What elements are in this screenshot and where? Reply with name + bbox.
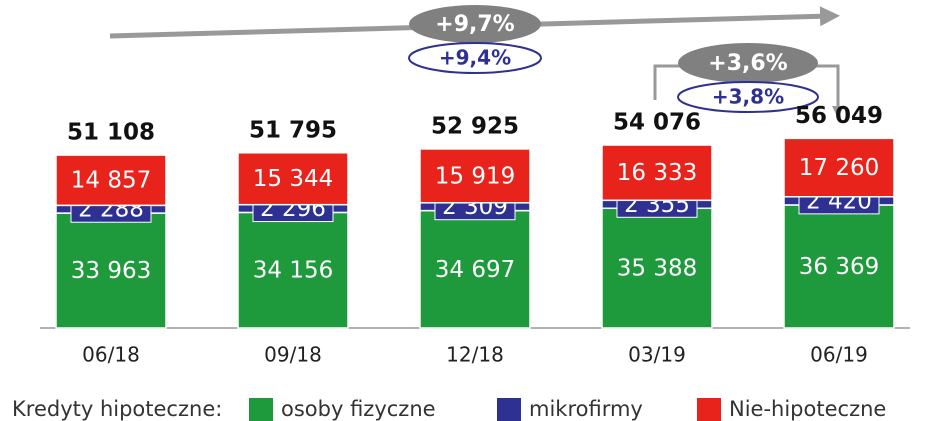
annotation-bubble [677,81,819,113]
x-tick-label: 12/18 [446,343,504,367]
bar-segment [55,154,167,207]
total-label: 51 108 [67,120,155,146]
legend-title: Kredyty hipoteczne: [12,397,222,421]
value-label: 33 963 [71,258,151,284]
legend-label: Nie-hipoteczne [729,397,886,421]
legend-swatch [697,398,721,421]
total-label: 54 076 [613,110,701,136]
x-tick-label: 03/19 [628,343,686,367]
annotation-bubble [678,43,818,83]
x-tick-label: 06/18 [82,343,140,367]
annotation: +3,8% [712,85,784,109]
legend-swatch [497,398,521,421]
x-tick-label: 06/19 [810,343,868,367]
legend-label: mikrofirmy [529,397,643,421]
annotation-bubble [409,5,541,43]
legend-swatch [249,398,273,421]
total-label: 52 925 [431,113,519,139]
bar-segment [783,137,895,198]
value-label: 35 388 [617,256,697,282]
annotation: +3,6% [708,51,787,76]
total-label: 51 795 [249,117,337,143]
annotation: +9,7% [435,12,514,37]
bar-segment [783,204,895,329]
bar-segment [601,144,713,202]
annotation-bubble [408,42,542,74]
value-label: 34 697 [435,257,515,283]
value-label: 15 344 [253,166,333,192]
total-label: 56 049 [795,103,883,129]
bar-segment [55,212,167,329]
legend-label: osoby fizyczne [281,397,436,421]
value-label: 36 369 [799,254,879,280]
x-tick-label: 09/18 [264,343,322,367]
value-label: 15 919 [435,163,515,189]
value-label: 16 333 [617,160,697,186]
value-label: 34 156 [253,258,333,284]
value-label: 14 857 [71,168,151,194]
bar-segment [419,209,531,329]
bar-segment [419,148,531,204]
annotation: +9,4% [439,46,511,70]
value-label: 17 260 [799,155,879,181]
bar-segment [237,152,349,206]
bar-segment [601,207,713,329]
bar-segment [237,211,349,329]
